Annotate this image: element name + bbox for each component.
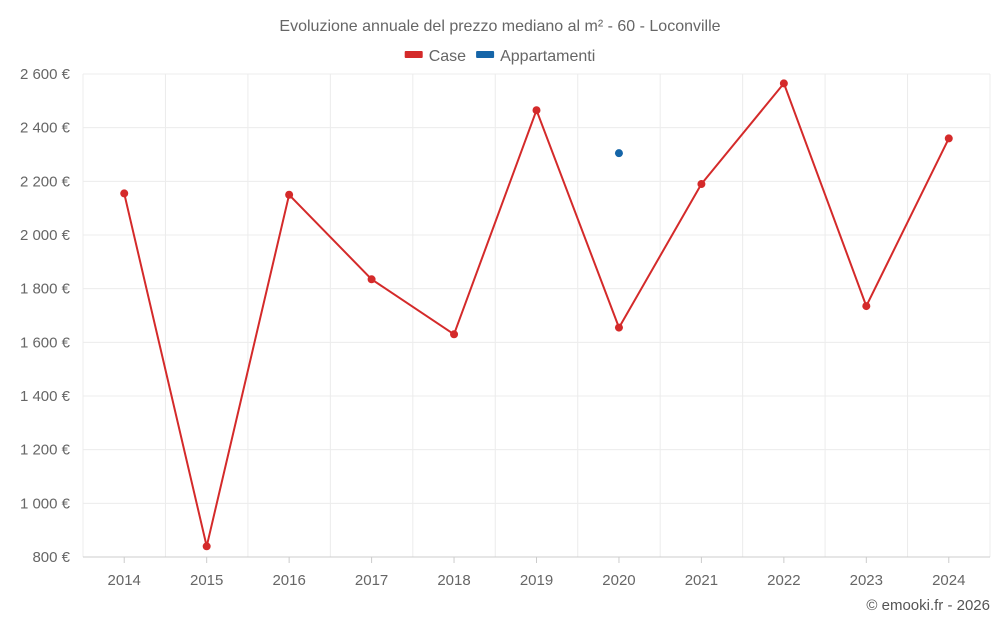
x-tick-label: 2016 [272, 572, 305, 589]
series-case [120, 79, 953, 551]
data-point[interactable] [779, 79, 788, 88]
series [120, 79, 953, 551]
data-point[interactable] [944, 134, 953, 143]
x-tick-label: 2020 [602, 572, 635, 589]
legend-swatch [476, 51, 495, 58]
y-tick-label: 1 400 € [20, 388, 71, 405]
data-point[interactable] [862, 302, 871, 311]
data-point[interactable] [120, 189, 129, 198]
y-tick-label: 1 200 € [20, 442, 71, 459]
legend-item[interactable]: Case [404, 48, 466, 65]
y-tick-label: 1 800 € [20, 281, 71, 298]
data-point[interactable] [367, 275, 376, 284]
x-tick-label: 2023 [850, 572, 883, 589]
legend-item[interactable]: Appartamenti [476, 48, 595, 65]
y-tick-label: 2 400 € [20, 120, 71, 137]
y-tick-label: 1 600 € [20, 334, 71, 351]
y-tick-label: 800 € [32, 549, 70, 566]
legend-swatch [404, 51, 423, 58]
y-tick-label: 2 000 € [20, 227, 71, 244]
legend-label: Case [429, 48, 466, 65]
x-tick-label: 2019 [520, 572, 553, 589]
y-tick-label: 2 600 € [20, 66, 71, 83]
x-tick-label: 2017 [355, 572, 388, 589]
series-appartamenti [614, 149, 623, 158]
x-tick-label: 2018 [437, 572, 470, 589]
x-tick-label: 2015 [190, 572, 223, 589]
data-point[interactable] [697, 180, 706, 189]
grid [82, 73, 991, 558]
legend-label: Appartamenti [500, 48, 595, 65]
data-point[interactable] [202, 542, 211, 551]
data-point[interactable] [532, 106, 541, 115]
x-axis: 2014 2015 2016 2017 2018 2019 2020 2021 2022 2023… [83, 556, 990, 589]
y-tick-label: 2 200 € [20, 173, 71, 190]
legend: Case Appartamenti [404, 48, 595, 65]
y-tick-label: 1 000 € [20, 495, 71, 512]
data-point[interactable] [285, 190, 294, 199]
x-tick-label: 2014 [108, 572, 141, 589]
data-point[interactable] [450, 330, 459, 339]
x-tick-label: 2024 [932, 572, 965, 589]
x-tick-label: 2021 [685, 572, 718, 589]
credit-text: © emooki.fr - 2026 [866, 597, 990, 614]
x-tick-label: 2022 [767, 572, 800, 589]
data-point[interactable] [614, 149, 623, 158]
data-point[interactable] [614, 323, 623, 332]
y-axis: 800 € 1 000 € 1 200 € 1 400 € 1 600 € 1 800 €… [20, 66, 71, 566]
chart-title: Evoluzione annuale del prezzo mediano al… [279, 18, 720, 35]
